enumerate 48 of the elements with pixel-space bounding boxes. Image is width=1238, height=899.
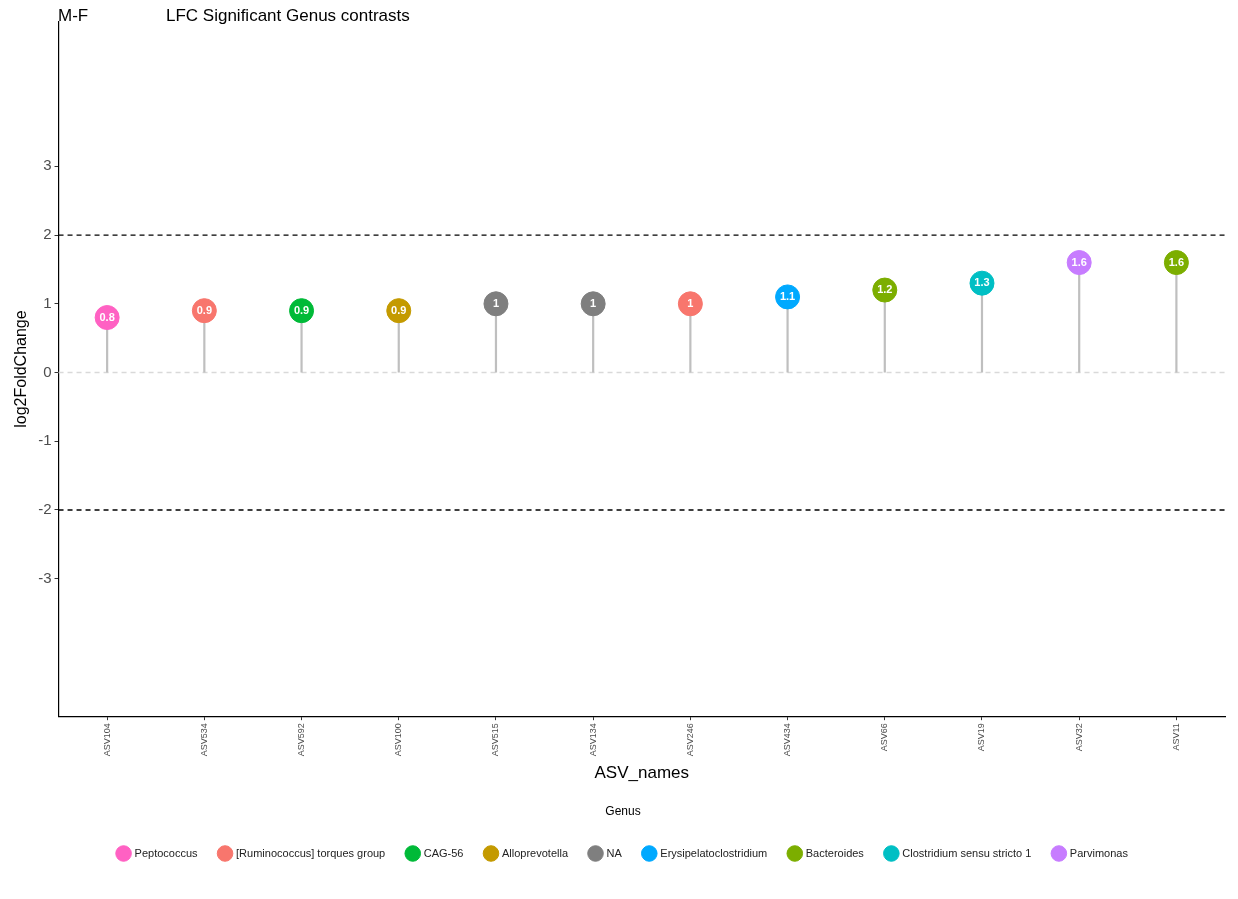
- y-tick-label: -3: [38, 568, 52, 586]
- annotation: M-F: [58, 6, 89, 25]
- data-label: 1: [590, 296, 597, 309]
- data-label: 1.6: [1168, 255, 1185, 268]
- data-label: 1.6: [1071, 255, 1087, 268]
- x-axis-title: ASV_names: [594, 763, 690, 783]
- legend-label: Bacteroides: [805, 846, 865, 859]
- y-tick-label: -2: [38, 500, 52, 518]
- x-tick-label: ASV592: [296, 723, 307, 757]
- x-tick-label: ASV104: [101, 723, 112, 757]
- data-label: 0.8: [99, 310, 115, 323]
- data-label: 0.9: [391, 303, 407, 316]
- legend-title: Genus: [605, 803, 641, 818]
- legend-label: Parvimonas: [1069, 846, 1129, 859]
- data-label: 0.9: [196, 303, 212, 316]
- x-tick-label: ASV11: [1170, 723, 1181, 751]
- x-tick-label: ASV246: [684, 723, 695, 757]
- x-tick-label: ASV19: [976, 723, 987, 752]
- legend-label: [Ruminococcus] torques group: [236, 846, 386, 859]
- data-label: 1.2: [877, 283, 893, 296]
- y-tick-label: 1: [43, 293, 52, 311]
- point: [580, 291, 606, 317]
- y-tick-label: 3: [43, 156, 52, 174]
- x-tick-label: ASV534: [198, 723, 209, 757]
- legend-label: Clostridium sensu stricto 1: [902, 846, 1032, 859]
- point: [483, 291, 509, 317]
- y-axis-title: log2FoldChange: [12, 310, 30, 428]
- legend-label: NA: [606, 846, 623, 859]
- legend-label: Erysipelatoclostridium: [660, 846, 768, 859]
- x-tick-label: ASV434: [782, 723, 793, 757]
- y-tick-label: -1: [38, 431, 52, 449]
- chart-title: LFC Significant Genus contrasts: [166, 6, 410, 26]
- y-tick-label: 0: [43, 362, 52, 380]
- x-tick-label: ASV66: [879, 723, 890, 752]
- data-label: 1.1: [779, 289, 796, 302]
- data-label: 1: [687, 296, 694, 309]
- x-tick-label: ASV100: [393, 723, 404, 757]
- x-tick-label: ASV515: [490, 723, 501, 757]
- x-tick-label: ASV134: [587, 723, 598, 757]
- data-label: 1: [492, 296, 500, 309]
- legend-label: Peptococcus: [134, 846, 199, 859]
- data-label: 0.9: [293, 303, 310, 316]
- legend-label: CAG-56: [423, 846, 464, 859]
- legend-label: Alloprevotella: [501, 846, 569, 859]
- data-label: 1.3: [974, 276, 990, 289]
- y-tick-label: 2: [43, 225, 52, 243]
- point: [677, 291, 703, 317]
- x-tick-label: ASV32: [1073, 723, 1084, 752]
